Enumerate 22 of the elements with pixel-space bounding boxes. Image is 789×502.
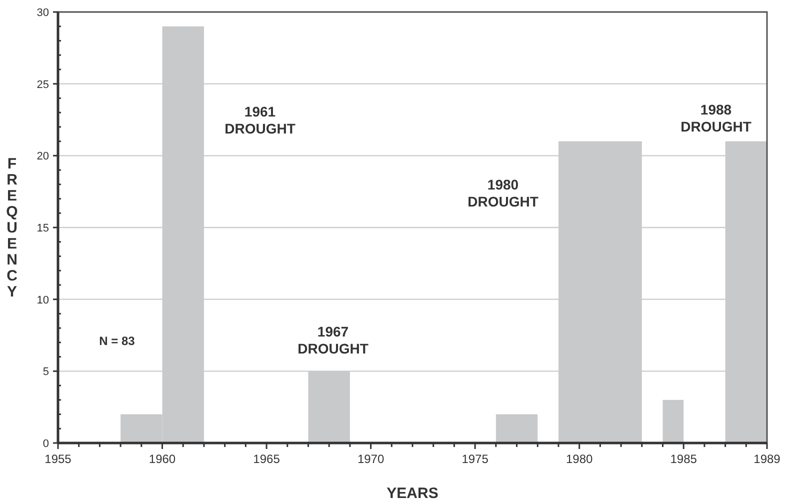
y-tick-label: 15 [36,222,49,234]
x-tick-label: 1989 [754,452,781,466]
annotation: N = 83 [99,334,136,348]
x-tick-label: 1965 [253,452,280,466]
x-tick-label: 1960 [148,452,176,466]
x-tick-label: 1985 [670,452,698,466]
annotation: 1967 DROUGHT [298,324,369,356]
x-tick-label: 1955 [44,452,72,466]
annotation: 1988 DROUGHT [680,102,752,134]
annotation: 1980 DROUGHT [468,176,539,210]
y-tick-label: 30 [36,7,49,19]
y-tick-label: 20 [36,150,49,163]
x-tick-label: 1970 [357,452,384,466]
text: FREQUENCY [6,156,18,300]
x-axis-title: YEARS [386,485,438,502]
x-tick-label: 1975 [462,452,489,466]
y-tick-label: 0 [42,438,49,450]
x-tick-label: 1980 [566,452,593,466]
y-tick-label: 25 [36,78,49,91]
y-tick-label: 10 [36,294,49,306]
annotation: 1961 DROUGHT [224,104,296,136]
y-tick-label: 5 [42,366,49,378]
